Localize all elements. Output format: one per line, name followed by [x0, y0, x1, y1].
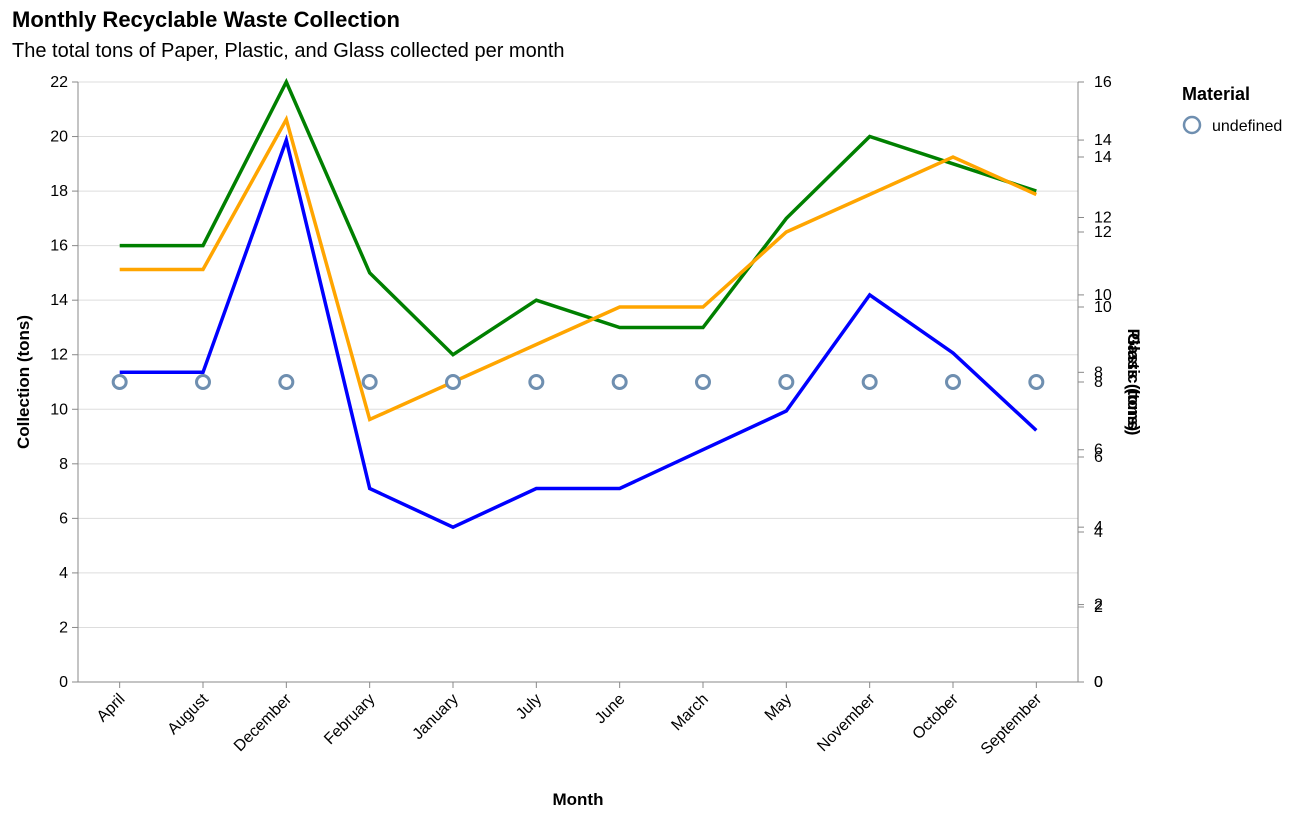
x-tick-label: September: [978, 690, 1046, 758]
legend-title: Material: [1182, 84, 1250, 104]
left-tick-label: 22: [50, 74, 68, 91]
right-axis-title: Plastic (tons): [1124, 329, 1143, 436]
right-tick-label: 2: [1094, 599, 1103, 616]
right-tick-label: 12: [1094, 209, 1112, 226]
left-y-axis: 0 2 4 6 8 10 12 14 16 18 20 22 Collection (tons): [14, 74, 79, 691]
point-marker: [195, 374, 211, 390]
right-tick-label: 10: [1094, 287, 1112, 304]
point-marker: [278, 374, 295, 390]
right-tick-label: 14: [1094, 132, 1112, 149]
left-tick-label: 16: [50, 238, 68, 255]
x-axis-title: Month: [553, 790, 604, 809]
legend-symbol: [1182, 115, 1202, 135]
left-tick-label: 14: [50, 292, 68, 309]
left-tick-label: 2: [59, 619, 68, 636]
left-tick-label: 0: [59, 674, 68, 691]
point-marker: [861, 374, 878, 390]
x-axis: April August December February January July Ju…: [78, 681, 1078, 809]
point-marker: [945, 374, 961, 390]
grid-lines: [78, 81, 1078, 683]
right-tick-label: 14: [1094, 149, 1112, 166]
x-tick-label: June: [592, 691, 629, 728]
x-tick-label: March: [668, 691, 711, 734]
right-tick-label: 12: [1094, 224, 1112, 241]
x-tick-label: July: [513, 691, 545, 723]
point-marker: [528, 374, 545, 390]
right-tick-label: 6: [1094, 442, 1103, 459]
x-tick-label: April: [94, 691, 129, 726]
left-tick-label: 12: [50, 347, 68, 364]
chart-subtitle: The total tons of Paper, Plastic, and Gl…: [12, 40, 565, 62]
right-tick-label: 4: [1094, 519, 1103, 536]
point-marker: [611, 374, 628, 390]
right-tick-label: 4: [1094, 524, 1103, 541]
left-axis-title: Collection (tons): [14, 315, 33, 449]
point-marker: [1028, 374, 1045, 390]
x-tick-label: February: [321, 691, 378, 748]
point-markers: [111, 374, 1045, 390]
point-marker: [695, 374, 711, 390]
series-line: [119, 114, 1038, 422]
right-tick-label: 0: [1094, 674, 1103, 691]
right-tick-label: 0: [1094, 674, 1103, 691]
chart-title: Monthly Recyclable Waste Collection: [12, 7, 400, 32]
left-tick-label: 4: [59, 565, 68, 582]
right-tick-label: 6: [1094, 449, 1103, 466]
point-marker: [361, 374, 378, 390]
left-tick-label: 6: [59, 510, 68, 527]
x-tick-label: May: [762, 691, 795, 724]
x-tick-label: December: [231, 690, 296, 755]
series-lines: [119, 77, 1038, 530]
legend: Material undefined: [1182, 84, 1282, 135]
legend-label: undefined: [1212, 118, 1282, 135]
left-tick-label: 10: [50, 401, 68, 418]
right-tick-label: 16: [1094, 74, 1112, 91]
right-tick-label: 2: [1094, 597, 1103, 614]
point-marker: [778, 374, 795, 390]
right-tick-label: 8: [1094, 374, 1103, 391]
left-tick-label: 8: [59, 456, 68, 473]
x-tick-label: August: [165, 690, 213, 738]
point-marker: [111, 374, 128, 390]
x-tick-label: January: [410, 691, 462, 743]
right-tick-label: 10: [1094, 299, 1112, 316]
x-tick-label: November: [814, 690, 879, 755]
series-line: [119, 77, 1037, 357]
right-axis-title: Glass (tons): [1124, 333, 1143, 431]
left-tick-label: 18: [50, 183, 68, 200]
left-tick-label: 20: [50, 129, 68, 146]
x-tick-label: October: [910, 690, 963, 743]
point-marker: [445, 374, 461, 390]
right-tick-label: 8: [1094, 364, 1103, 381]
series-line: [119, 133, 1038, 530]
